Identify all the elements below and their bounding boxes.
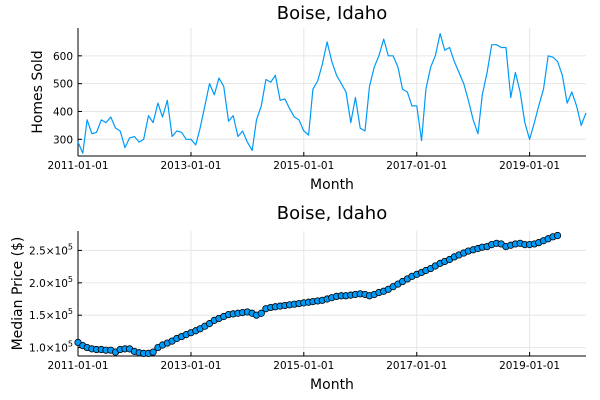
y-tick-label: 2.5×105 [29, 242, 73, 257]
y-axis-label: Homes Sold [30, 50, 46, 133]
x-axis-label: Month [310, 177, 354, 193]
data-point [553, 231, 562, 240]
x-tick-label: 2017-01-01 [386, 160, 447, 172]
x-axis-label: Month [310, 377, 354, 393]
data-point [149, 348, 157, 356]
median-price-chart: 2011-01-01 2013-01-01 2015-01-01 2017-01-01… [10, 203, 586, 393]
y-tick-label: 300 [53, 134, 73, 146]
y-tick-label: 1.5×105 [29, 307, 73, 322]
x-tick-label: 2013-01-01 [160, 160, 221, 172]
series-line [77, 32, 587, 154]
x-tick-label: 2019-01-01 [499, 360, 560, 372]
x-tick-label: 2011-01-01 [47, 360, 108, 372]
y-tick-label: 500 [53, 79, 73, 91]
x-tick-label: 2017-01-01 [386, 360, 447, 372]
x-tick-label: 2019-01-01 [499, 160, 560, 172]
data-point [257, 309, 265, 317]
chart-title: Boise, Idaho [277, 203, 387, 224]
chart-title: Boise, Idaho [277, 3, 387, 24]
y-tick-label: 600 [53, 51, 73, 63]
y-tick-label: 1.0×105 [29, 340, 73, 355]
y-axis-label: Median Price ($) [10, 237, 26, 351]
y-tick-label: 2.0×105 [29, 275, 73, 290]
homes-sold-chart: 2011-01-01 2013-01-01 2015-01-01 2017-01-01… [30, 3, 587, 193]
y-tick-label: 400 [53, 106, 73, 118]
x-tick-label: 2015-01-01 [273, 160, 334, 172]
x-tick-label: 2011-01-01 [47, 160, 108, 172]
x-tick-label: 2015-01-01 [273, 360, 334, 372]
x-tick-label: 2013-01-01 [160, 360, 221, 372]
